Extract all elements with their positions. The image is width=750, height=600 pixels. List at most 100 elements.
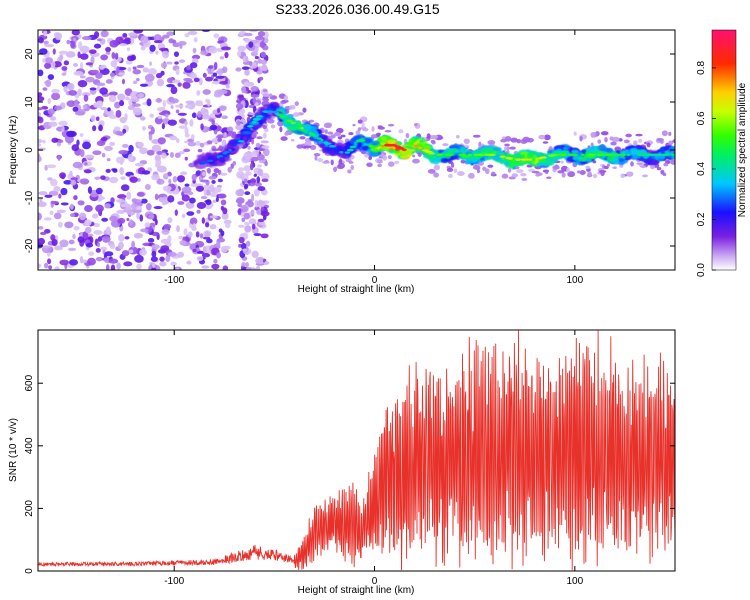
spectrogram-speckle — [453, 168, 458, 173]
spectrogram-speckle — [347, 169, 352, 174]
spectrogram-ridge-cell — [536, 162, 546, 167]
spectrogram-speckle — [139, 116, 146, 121]
spectrogram-speckle — [237, 208, 242, 216]
spectrogram-speckle — [220, 46, 231, 51]
spectrogram-speckle — [127, 105, 135, 111]
spectrogram-speckle — [254, 102, 259, 107]
spectrogram-speckle — [106, 157, 111, 162]
spectrogram-speckle — [116, 199, 125, 203]
spectrogram-speckle — [218, 145, 223, 149]
spectrogram-ridge-cell — [380, 136, 388, 142]
spectrogram-speckle — [426, 133, 431, 139]
spectrogram-speckle — [96, 85, 101, 92]
spectrogram-speckle — [209, 224, 217, 230]
spectrogram-speckle — [235, 67, 242, 72]
spectrogram-speckle — [84, 154, 95, 159]
spectrogram-speckle — [136, 263, 142, 270]
spectrogram-speckle — [205, 199, 212, 206]
spectrogram-speckle — [100, 106, 108, 111]
spectrogram-speckle — [96, 242, 101, 247]
spectrogram-speckle — [82, 141, 91, 150]
spectrogram-speckle — [455, 134, 460, 139]
spectrogram-speckle — [154, 193, 159, 201]
spectrogram-speckle — [256, 154, 265, 161]
spectrogram-speckle — [53, 185, 61, 192]
spectrogram-speckle — [148, 214, 155, 220]
spectrogram-ridge-core — [290, 121, 296, 125]
spectrogram-speckle — [170, 86, 178, 95]
spectrogram-speckle — [183, 148, 191, 153]
spectrogram-speckle — [250, 94, 260, 98]
spectrogram-speckle — [208, 186, 216, 192]
spectrogram-speckle — [503, 146, 508, 152]
spectrogram-speckle — [247, 145, 251, 150]
spectrogram-speckle — [144, 73, 155, 82]
spectrogram-speckle — [257, 168, 264, 177]
spectrogram-speckle — [184, 104, 192, 109]
spectrogram-speckle — [610, 141, 617, 146]
spectrogram-speckle — [227, 166, 232, 173]
spectrogram-speckle — [200, 50, 209, 56]
spectrogram-speckle — [56, 209, 66, 214]
spectrogram-speckle — [79, 45, 90, 54]
spectrogram-speckle — [348, 161, 354, 164]
spectrogram-speckle — [47, 108, 55, 115]
spectrogram-speckle — [100, 54, 109, 61]
spectrogram-speckle — [117, 217, 126, 224]
spectrogram-speckle — [576, 170, 581, 174]
spectrogram-speckle — [151, 250, 157, 258]
spectrogram-speckle — [139, 214, 144, 222]
spectrogram-speckle — [649, 163, 655, 170]
spectrogram-speckle — [263, 148, 270, 157]
spectrogram-speckle — [137, 178, 141, 182]
spectrogram-speckle — [185, 100, 195, 105]
spectrogram-speckle — [240, 205, 249, 213]
spectrogram-speckle — [134, 162, 144, 167]
x-tick-label: 100 — [566, 576, 583, 587]
spectrogram-speckle — [254, 55, 259, 60]
spectrogram-speckle — [186, 260, 192, 265]
spectrogram-speckle — [66, 130, 76, 138]
spectrogram-speckle — [155, 159, 162, 166]
spectrogram-speckle — [49, 116, 57, 121]
spectrogram-speckle — [156, 78, 165, 87]
spectrogram-ridge-cell — [349, 138, 355, 145]
spectrogram-speckle — [327, 131, 334, 135]
spectrogram-speckle — [156, 178, 165, 185]
spectrogram-speckle — [254, 35, 264, 41]
spectrogram-speckle — [213, 168, 220, 174]
spectrogram-speckle — [66, 39, 71, 45]
spectrogram-ridge-cell — [362, 137, 373, 144]
spectrogram-speckle — [258, 76, 264, 81]
spectrogram-ridge-core — [522, 158, 527, 161]
spectrogram-speckle — [136, 211, 140, 220]
spectrogram-speckle — [244, 221, 250, 226]
spectrogram-speckle — [126, 47, 131, 52]
spectrogram-speckle — [184, 120, 188, 126]
spectrogram-speckle — [303, 145, 312, 149]
spectrogram-speckle — [110, 197, 115, 204]
spectrogram-speckle — [248, 41, 254, 48]
spectrogram-speckle — [65, 51, 76, 58]
spectrogram-speckle — [290, 138, 295, 142]
spectrogram-speckle — [132, 66, 137, 70]
spectrogram-speckle — [253, 173, 257, 177]
colorbar-tick-label: 0.4 — [696, 162, 707, 176]
spectrogram-speckle — [630, 161, 634, 167]
spectrogram-speckle — [482, 166, 487, 171]
spectrogram-speckle — [219, 56, 225, 60]
snr-y-ticks: 0 200 400 600 — [24, 374, 675, 574]
spectrogram-ridge-core — [653, 153, 661, 156]
spectrogram-speckle — [201, 253, 211, 258]
spectrogram-speckle — [132, 209, 142, 213]
spectrogram-speckle — [129, 219, 134, 226]
spectrogram-speckle — [199, 142, 205, 148]
spectrogram-speckle — [45, 44, 55, 48]
spectrogram-speckle — [262, 259, 266, 263]
spectrogram-speckle — [446, 167, 454, 172]
spectrogram-speckle — [87, 233, 94, 237]
spectrogram-speckle — [95, 248, 101, 253]
spectrogram-speckle — [137, 93, 145, 98]
spectrogram-speckle — [196, 201, 207, 210]
spectrogram-speckle — [208, 46, 218, 54]
